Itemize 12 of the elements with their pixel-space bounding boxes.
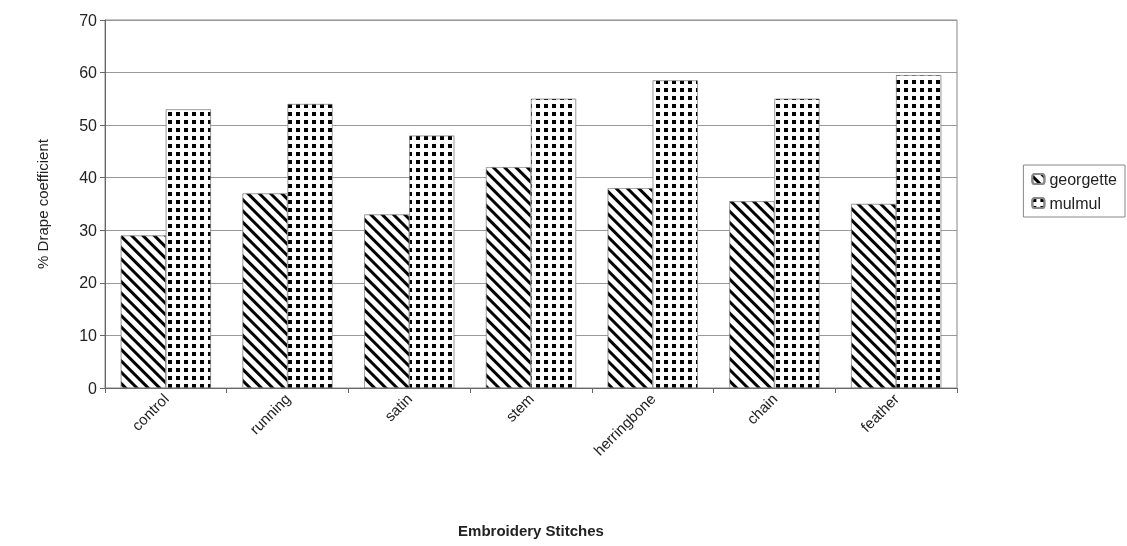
y-tick-label: 50 [79, 116, 98, 134]
y-tick-label: 30 [79, 221, 98, 239]
y-tick-label: 40 [79, 169, 98, 187]
legend-label: georgette [1049, 170, 1118, 188]
y-tick-label: 60 [79, 64, 98, 82]
legend-label: mulmul [1049, 194, 1101, 212]
y-tick-label: 70 [79, 11, 98, 29]
y-tick-label: 0 [88, 379, 98, 397]
y-axis-title: % Drape coefficient [34, 138, 51, 269]
y-tick-label: 10 [79, 326, 98, 344]
x-axis-title: Embroidery Stitches [458, 522, 604, 539]
y-tick-label: 20 [79, 274, 98, 292]
